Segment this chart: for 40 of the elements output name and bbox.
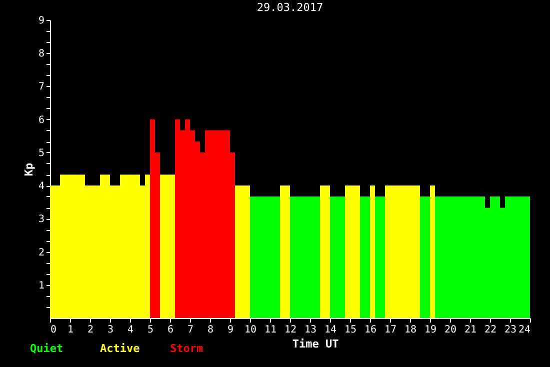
x-tick-label: 6 [167,324,174,336]
x-tick-label: 8 [207,324,214,336]
text: Quiet [30,342,64,355]
x-tick-label: 7 [187,324,194,336]
text: Storm [170,342,204,355]
x-tick-label: 17 [384,324,397,336]
y-tick-label: 2 [38,247,44,258]
x-tick-label: 24 [518,324,530,336]
x-tick-label: 14 [324,324,337,336]
x-tick-label: 4 [127,324,134,336]
x-tick-label: 1 [67,324,74,336]
x-tick-label: 10 [244,324,257,336]
text: Active [100,342,140,355]
x-tick-label: 5 [147,324,154,336]
x-tick-label: 11 [264,324,277,336]
x-tick-label: 0 [50,324,57,336]
x-tick-label: 22 [484,324,497,336]
x-tick-label: 13 [304,324,317,336]
y-tick-label: 5 [38,148,44,159]
y-tick-label: 1 [38,280,44,292]
y-tick-label: 9 [38,16,44,26]
x-tick-label: 19 [424,324,437,336]
y-tick-label: 3 [38,214,44,226]
x-axis-title: Time UT [292,338,340,350]
x-tick-label: 3 [107,324,114,336]
x-tick-label: 23 [504,324,517,336]
y-tick-label: 7 [38,82,44,93]
y-tick-label: 8 [38,48,44,60]
chart-title: 29.03.2017 [256,1,324,14]
x-tick-label: 9 [227,324,234,336]
x-tick-label: 21 [464,324,477,336]
x-tick-label: 15 [344,324,357,336]
x-tick-label: 16 [364,324,377,336]
x-tick-label: 2 [87,324,94,336]
y-tick-label: 6 [38,114,44,126]
x-tick-label: 18 [404,324,417,336]
x-tick-label: 12 [284,324,297,336]
y-tick-label: 4 [38,181,44,192]
x-tick-label: 20 [444,324,457,336]
y-axis-title: Kp [22,162,36,176]
